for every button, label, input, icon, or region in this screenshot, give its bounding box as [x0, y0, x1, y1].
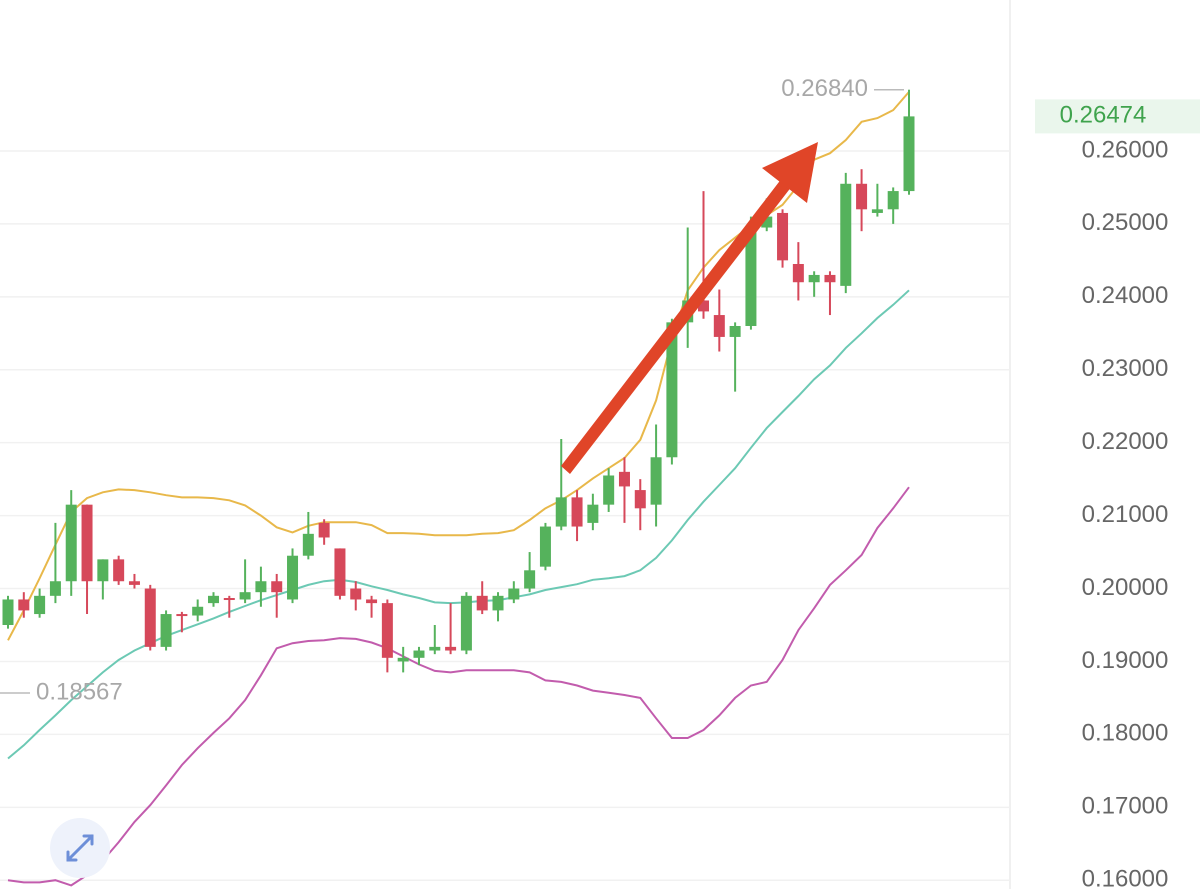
arrow-head — [762, 142, 818, 203]
candle-body — [381, 603, 393, 658]
y-tick-label: 0.21000 — [1082, 501, 1169, 528]
candle-body — [350, 588, 362, 600]
candle-body — [445, 646, 457, 651]
candle-body — [587, 504, 599, 523]
candle-body — [903, 116, 915, 192]
candle-body — [255, 581, 267, 593]
candle-body — [160, 614, 172, 647]
candle-body — [397, 657, 409, 662]
candle-body — [524, 570, 536, 589]
candle-body — [176, 614, 188, 617]
candle-body — [729, 325, 741, 337]
candle-body — [887, 191, 899, 210]
candle-body — [271, 581, 283, 593]
y-tick-label: 0.20000 — [1082, 574, 1169, 601]
y-tick-label: 0.16000 — [1082, 866, 1169, 889]
candle-body — [666, 322, 678, 458]
last-price-box — [1035, 99, 1200, 134]
candle-body — [492, 595, 504, 611]
y-tick-label: 0.23000 — [1082, 355, 1169, 382]
band-line — [7, 289, 910, 760]
candle-body — [144, 588, 156, 647]
y-tick-label: 0.25000 — [1082, 209, 1169, 236]
candle-body — [239, 592, 251, 600]
candle-body — [287, 555, 299, 600]
expand-button[interactable] — [50, 818, 110, 878]
candle-body — [808, 274, 820, 283]
candle-body — [824, 274, 836, 283]
candle-body — [840, 183, 852, 286]
candle-body — [2, 599, 14, 625]
candle-body — [113, 559, 125, 582]
candle-body — [698, 300, 710, 312]
candle-body — [207, 595, 219, 604]
candle-body — [871, 209, 883, 213]
labels: 0.16000 0.17000 0.18000 0.19000 0.20000 0.210… — [0, 75, 1200, 889]
candle-body — [318, 522, 330, 538]
high-label: 0.26840 — [781, 75, 868, 102]
candle-body — [334, 548, 346, 596]
candle-body — [413, 650, 425, 658]
expand-icon[interactable] — [66, 834, 94, 862]
band-line — [7, 486, 910, 887]
candle-body — [34, 595, 46, 615]
grid — [0, 150, 1010, 881]
arrow-shaft — [561, 178, 792, 474]
candle-body — [18, 599, 30, 611]
candle-body — [223, 598, 235, 601]
candle-body — [713, 315, 725, 337]
trend-arrow — [561, 142, 818, 474]
last-price-label: 0.26474 — [1060, 102, 1147, 129]
candle-body — [429, 646, 441, 651]
candle-body — [97, 559, 109, 582]
candle-body — [634, 490, 646, 509]
candle-body — [761, 216, 773, 228]
candle-body — [650, 457, 662, 505]
candle-body — [777, 212, 789, 261]
y-tick-label: 0.24000 — [1082, 282, 1169, 309]
y-tick-label: 0.19000 — [1082, 647, 1169, 674]
candle-body — [460, 595, 472, 651]
candle-body — [366, 599, 378, 604]
candle-body — [792, 264, 804, 283]
y-tick-label: 0.22000 — [1082, 428, 1169, 455]
candle-body — [81, 504, 93, 582]
candle-body — [128, 581, 140, 585]
low-label: 0.18567 — [36, 678, 123, 705]
candle-body — [302, 533, 314, 556]
candle-body — [508, 588, 520, 600]
y-tick-label: 0.18000 — [1082, 720, 1169, 747]
y-tick-label: 0.26000 — [1082, 136, 1169, 163]
candle-body — [539, 526, 551, 567]
candle-body — [555, 497, 567, 527]
candle-body — [571, 497, 583, 527]
candle-body — [856, 183, 868, 210]
y-tick-label: 0.17000 — [1082, 793, 1169, 820]
candle-body — [476, 595, 488, 611]
candle-body — [192, 606, 204, 616]
candle-body — [745, 227, 757, 326]
candle-body — [49, 581, 61, 596]
candle-body — [65, 504, 77, 582]
candle-body — [618, 471, 630, 487]
candle-body — [603, 475, 615, 505]
